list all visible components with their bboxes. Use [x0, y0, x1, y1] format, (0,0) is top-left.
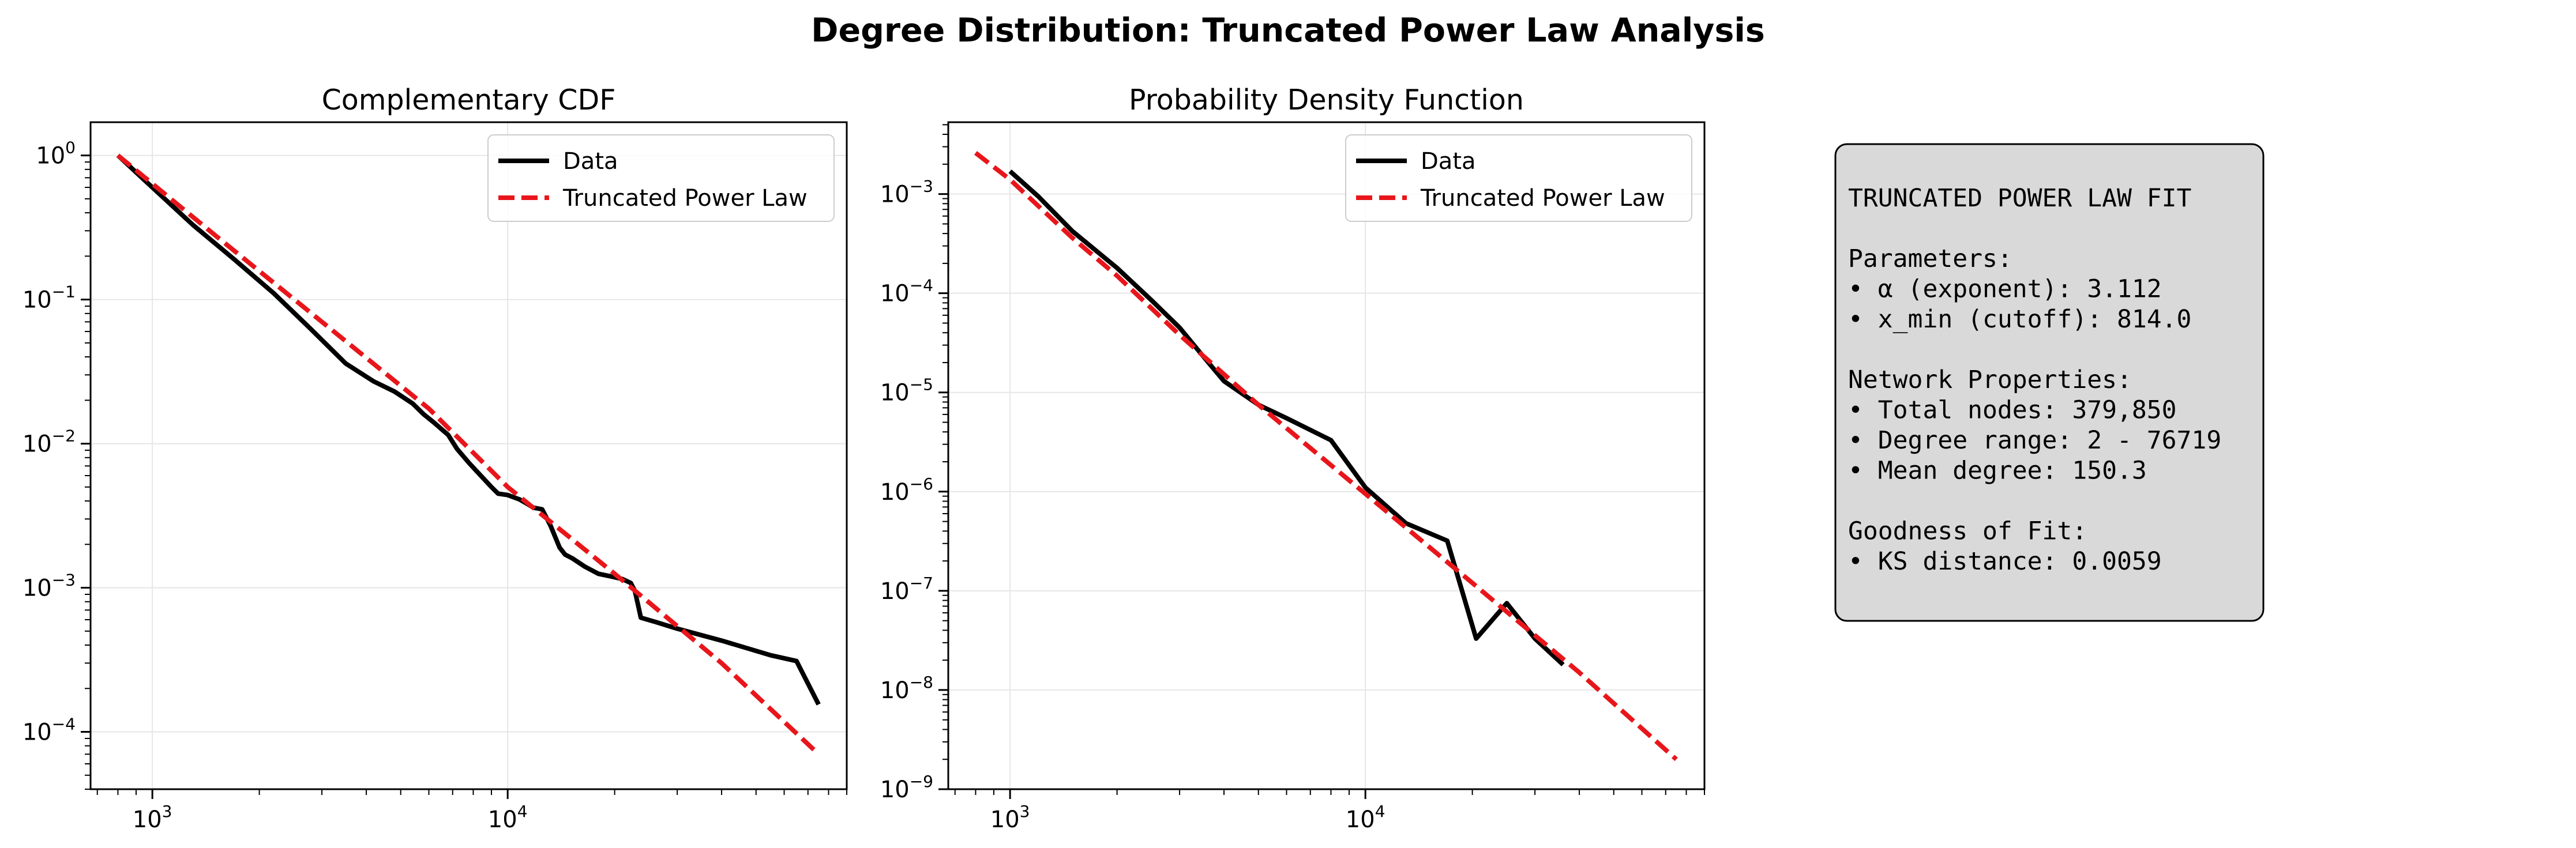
axes-frame [89, 121, 848, 790]
info-line: • α (exponent): 3.112 [1848, 275, 2162, 304]
x-tick-label: 104 [488, 802, 528, 833]
legend-frame [1345, 134, 1692, 222]
legend-frame [487, 134, 835, 222]
y-tick-label: 10−8 [880, 673, 933, 704]
data-line [116, 153, 821, 706]
legend: Data Truncated Power Law [487, 134, 835, 222]
figure-title: Degree Distribution: Truncated Power Law… [811, 12, 1765, 50]
y-tick-label: 10−5 [880, 375, 933, 406]
legend: Data Truncated Power Law [1345, 134, 1692, 222]
info-line: • Degree range: 2 - 76719 [1848, 426, 2221, 455]
axes-title: Complementary CDF [322, 84, 616, 116]
y-tick-label: 10−7 [880, 574, 933, 605]
x-tick-label: 103 [990, 802, 1030, 833]
y-tick-label: 10−3 [22, 571, 76, 602]
pdf-panel: 103 104 10−3 10−4 10−5 10−6 10−7 10−8 10−9 Probab… [880, 84, 1706, 833]
fit-line [974, 151, 1678, 762]
y-tick-label: 10−6 [880, 474, 933, 506]
legend-label: Truncated Power Law [1420, 185, 1665, 212]
fit-info-box: TRUNCATED POWER LAW FIT Parameters:• α (e… [1834, 143, 2265, 622]
info-line: • KS distance: 0.0059 [1848, 547, 2162, 576]
y-tick-label: 10−2 [22, 427, 76, 458]
y-tick-label: 10−9 [880, 772, 933, 803]
legend-label: Data [563, 148, 618, 175]
info-line: TRUNCATED POWER LAW FIT [1848, 184, 2191, 213]
info-line: • x_min (cutoff): 814.0 [1848, 305, 2191, 334]
fit-line [116, 153, 820, 756]
legend-label: Truncated Power Law [562, 185, 808, 212]
info-line: • Total nodes: 379,850 [1848, 396, 2177, 425]
y-tick-label: 10−4 [880, 276, 933, 307]
info-line: Parameters: [1848, 244, 2012, 273]
info-line: Network Properties: [1848, 365, 2132, 394]
ccdf-panel: 103 104 100 10−1 10−2 10−3 10−4 Complementary C… [22, 84, 848, 833]
info-line: Goodness of Fit: [1848, 517, 2087, 546]
info-line: • Mean degree: 150.3 [1848, 457, 2147, 485]
info-box-frame [1834, 143, 2265, 622]
y-tick-label: 100 [36, 138, 76, 169]
x-tick-label: 104 [1346, 802, 1385, 833]
y-tick-label: 10−4 [22, 715, 76, 746]
axes-frame [947, 121, 1706, 790]
legend-label: Data [1421, 148, 1476, 175]
x-tick-label: 103 [133, 802, 172, 833]
data-line [1008, 169, 1565, 666]
y-tick-label: 10−1 [22, 282, 76, 314]
y-tick-label: 10−3 [880, 177, 933, 208]
axes-title: Probability Density Function [1129, 84, 1524, 116]
